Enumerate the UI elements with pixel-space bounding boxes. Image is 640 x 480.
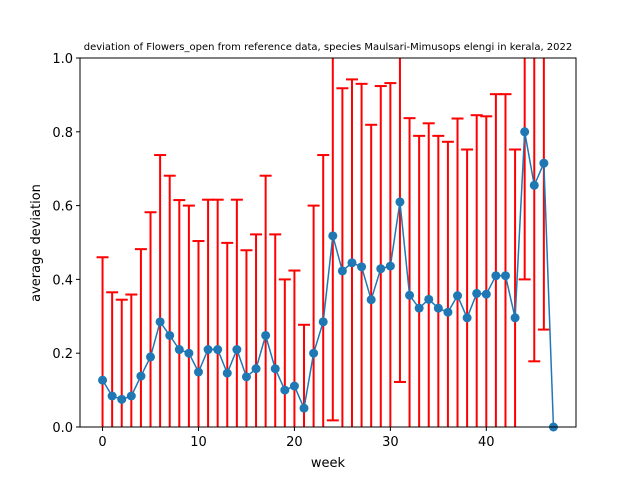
data-point <box>203 345 213 355</box>
data-point <box>261 330 271 340</box>
data-point <box>376 264 386 274</box>
data-point <box>357 262 367 272</box>
data-point <box>443 307 453 317</box>
data-point <box>165 330 175 340</box>
data-point <box>366 295 376 305</box>
errorbar <box>259 174 272 427</box>
data-point <box>318 317 328 327</box>
data-point <box>146 352 156 362</box>
data-point <box>309 348 319 358</box>
y-tick-label: 1.0 <box>52 52 73 67</box>
data-point <box>500 271 510 281</box>
errorbar <box>173 199 186 427</box>
errorbar <box>211 198 224 427</box>
data-point <box>491 271 501 281</box>
y-tick-label: 0.4 <box>52 273 73 288</box>
data-point <box>299 403 309 413</box>
data-point <box>193 367 203 377</box>
data-point <box>241 372 251 382</box>
errorbar <box>163 174 176 427</box>
data-point <box>98 375 108 385</box>
data-point <box>481 289 491 299</box>
y-tick-label: 0.6 <box>52 200 73 215</box>
data-point <box>328 231 338 241</box>
data-point <box>222 368 232 378</box>
data-point <box>472 288 482 298</box>
data-point <box>251 364 261 374</box>
data-point <box>136 371 146 381</box>
data-point <box>126 391 136 401</box>
y-axis: 0.0 0.2 0.4 0.6 0.8 1.0 <box>52 52 80 436</box>
data-point <box>117 394 127 404</box>
errorbar-layer <box>96 58 550 427</box>
plot-frame <box>79 57 577 428</box>
errorbar <box>134 248 147 427</box>
errorbar <box>307 204 320 427</box>
data-point <box>270 364 280 374</box>
data-point <box>232 345 242 355</box>
data-point <box>385 261 395 271</box>
errorbar <box>106 291 119 427</box>
y-tick-label: 0.8 <box>52 126 73 141</box>
x-tick-label: 10 <box>190 435 207 450</box>
chart-title: deviation of Flowers_open from reference… <box>84 42 573 53</box>
y-axis-label: average deviation <box>29 184 44 302</box>
data-point <box>433 303 443 313</box>
x-tick-label: 40 <box>478 435 495 450</box>
data-point <box>184 348 194 358</box>
y-tick-label: 0.0 <box>52 421 73 436</box>
data-point <box>405 290 415 300</box>
x-tick-label: 0 <box>98 435 106 450</box>
data-point <box>155 317 165 327</box>
x-axis-label: week <box>311 456 346 471</box>
errorbar <box>298 323 311 427</box>
data-point <box>453 291 463 301</box>
errorbar <box>115 298 128 427</box>
data-point <box>347 258 357 268</box>
errorbar <box>230 198 243 427</box>
x-tick-label: 20 <box>286 435 303 450</box>
data-point <box>520 127 530 137</box>
errorbar <box>269 233 282 427</box>
data-point <box>414 303 424 313</box>
data-point <box>337 266 347 276</box>
data-point <box>424 294 434 304</box>
data-point <box>529 180 539 190</box>
x-tick-label: 30 <box>382 435 399 450</box>
data-point <box>280 385 290 395</box>
data-point <box>510 313 520 323</box>
series-layer <box>98 127 558 432</box>
data-point <box>539 158 549 168</box>
data-point <box>289 381 299 391</box>
x-axis: 0 10 20 30 40 <box>98 427 495 450</box>
data-point <box>462 313 472 323</box>
y-tick-label: 0.2 <box>52 347 73 362</box>
errorbar <box>144 211 157 427</box>
data-point <box>107 391 117 401</box>
data-point <box>213 345 223 355</box>
data-point <box>174 345 184 355</box>
errorbar <box>250 233 263 427</box>
data-point <box>395 197 405 207</box>
